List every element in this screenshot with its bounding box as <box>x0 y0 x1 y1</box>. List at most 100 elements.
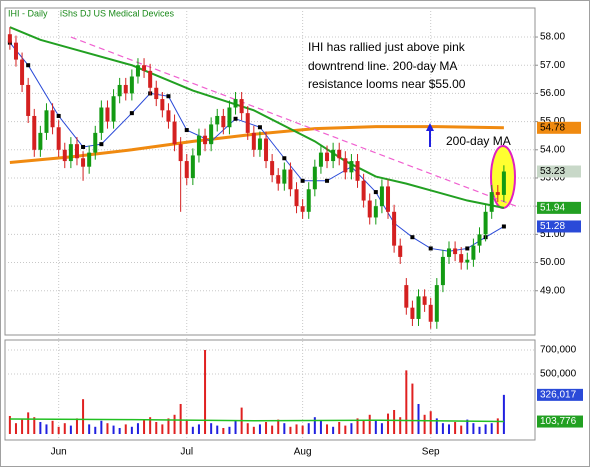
candle-body <box>32 115 37 150</box>
volume-bar <box>283 423 286 434</box>
volume-tag-label: 103,776 <box>540 416 577 427</box>
candle-body <box>105 107 110 122</box>
arrow-head <box>426 123 434 131</box>
volume-bar <box>185 420 188 434</box>
candle-body <box>349 161 354 173</box>
y-tick-label: 57.00 <box>540 60 565 71</box>
candle-body <box>465 259 470 263</box>
candle-body <box>337 149 342 159</box>
ma-marker <box>428 246 433 251</box>
annotation: 200-day MA <box>446 134 511 148</box>
volume-bar <box>143 419 146 434</box>
volume-bar <box>216 425 219 434</box>
candle-body <box>93 132 98 153</box>
volume-bar <box>387 413 390 434</box>
volume-bar <box>478 426 481 434</box>
y-tick-label: 50.00 <box>540 257 565 268</box>
candle-body <box>209 124 214 145</box>
annotation: resistance looms near $55.00 <box>308 77 466 91</box>
ma-marker <box>166 94 171 99</box>
y-tick-label: 53.00 <box>540 173 565 184</box>
ma-marker <box>325 178 330 183</box>
volume-bar <box>118 427 121 434</box>
volume-bar <box>33 417 36 434</box>
volume-bar <box>75 418 78 434</box>
candle-body <box>318 152 323 167</box>
candle-body <box>459 254 464 263</box>
volume-bar <box>454 421 457 434</box>
volume-bar <box>204 349 207 434</box>
volume-bar <box>484 424 487 434</box>
ma-marker <box>129 111 134 116</box>
candle-body <box>166 110 171 122</box>
price-tag-label: 54.78 <box>540 122 565 133</box>
volume-bar <box>344 425 347 434</box>
volume-bar <box>411 383 414 434</box>
chart-title: IHI - Daily <box>8 8 48 18</box>
candle-body <box>221 115 226 128</box>
candle-body <box>447 248 452 257</box>
candle-body <box>367 200 372 218</box>
x-tick-label: Jul <box>180 447 193 458</box>
candles <box>7 27 506 329</box>
price-tag-label: 51.94 <box>540 203 565 214</box>
volume-bar <box>423 414 426 434</box>
volume-tag-label: 326,017 <box>540 390 577 401</box>
candle-body <box>56 127 61 150</box>
candle-body <box>343 158 348 173</box>
candle-body <box>312 166 317 190</box>
volume-bar <box>271 425 274 434</box>
volume-panel <box>4 339 536 441</box>
price-tag <box>537 121 581 134</box>
ma-marker <box>300 178 305 183</box>
candle-body <box>160 99 165 111</box>
candle-body <box>20 59 25 85</box>
volume-bar <box>435 418 438 434</box>
candle-body <box>62 149 67 162</box>
volume-tag <box>537 415 583 428</box>
ma-marker <box>410 235 415 240</box>
candle-body <box>325 152 330 162</box>
candle-body <box>99 107 104 133</box>
volume-bar <box>490 423 493 434</box>
volume-bar <box>326 424 329 434</box>
candle-body <box>404 285 409 308</box>
candle-body <box>227 107 232 128</box>
ma-marker <box>184 128 189 133</box>
candle-body <box>501 171 506 195</box>
volume-bar <box>252 426 255 434</box>
volume-bar <box>82 399 85 434</box>
y-tick-label: 49.00 <box>540 285 565 296</box>
candle-body <box>294 189 299 207</box>
volume-bar <box>27 412 30 434</box>
candle-body <box>276 175 281 184</box>
volume-bar <box>362 420 365 434</box>
volume-bar <box>197 424 200 434</box>
volume-bar <box>39 421 42 434</box>
ma-marker <box>501 224 506 229</box>
volume-bar <box>21 419 24 434</box>
y-tick-label: 51.00 <box>540 229 565 240</box>
price-tag <box>537 220 581 233</box>
volume-bar <box>332 426 335 434</box>
candle-body <box>270 161 275 176</box>
volume-bar <box>57 426 60 434</box>
volume-bar <box>295 424 298 434</box>
volume-bar <box>167 418 170 434</box>
overlay-line <box>9 42 505 252</box>
volume-bar <box>502 394 505 434</box>
volume-bar <box>448 424 451 434</box>
volume-bar <box>460 425 463 434</box>
volume-bar <box>417 403 420 434</box>
y-tick-label: 700,000 <box>540 345 577 356</box>
ma-marker <box>465 246 470 251</box>
candle-body <box>233 99 238 108</box>
volume-bar <box>130 426 133 434</box>
annotation: IHI has rallied just above pink <box>308 40 466 54</box>
candle-body <box>38 132 43 150</box>
volume-bar <box>356 418 359 434</box>
price-tag-label: 51.28 <box>540 221 565 232</box>
candle-body <box>483 211 488 235</box>
y-tick-label: 55.00 <box>540 116 565 127</box>
